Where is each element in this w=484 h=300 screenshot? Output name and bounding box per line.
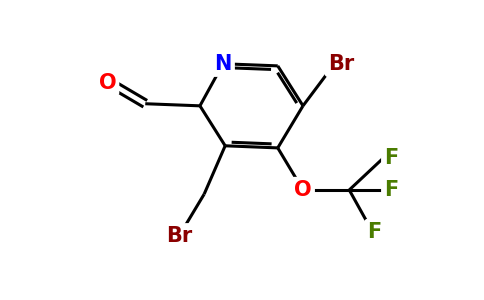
Text: F: F <box>384 148 398 168</box>
Text: F: F <box>384 180 398 200</box>
Text: O: O <box>99 73 116 93</box>
Text: F: F <box>367 222 381 242</box>
Text: N: N <box>214 54 232 74</box>
Text: Br: Br <box>328 54 354 74</box>
Text: O: O <box>294 180 312 200</box>
Text: Br: Br <box>166 226 192 246</box>
